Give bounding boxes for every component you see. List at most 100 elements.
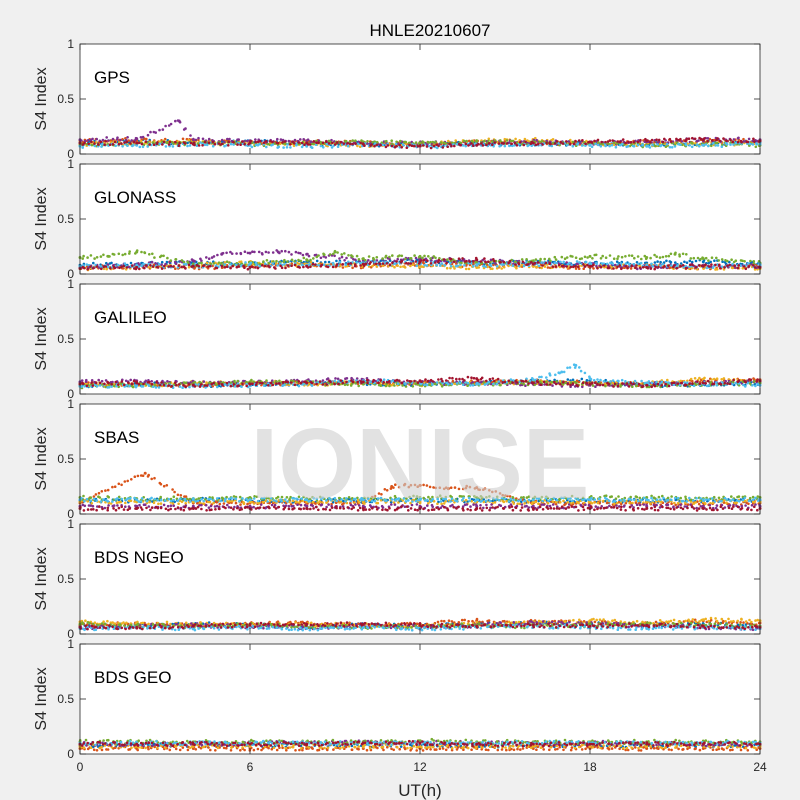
data-point <box>123 141 126 144</box>
data-point <box>493 259 496 263</box>
data-point <box>636 143 640 147</box>
data-point <box>286 381 290 384</box>
data-point <box>236 143 239 146</box>
data-point <box>621 382 624 385</box>
data-point <box>289 146 292 149</box>
data-point <box>267 384 270 387</box>
data-point <box>482 264 485 268</box>
data-point <box>695 143 699 146</box>
data-point <box>275 259 278 263</box>
data-point <box>597 141 600 144</box>
data-point <box>427 144 431 148</box>
data-point <box>359 264 362 267</box>
data-point <box>590 145 594 149</box>
data-point <box>480 142 483 145</box>
data-point <box>579 142 582 145</box>
data-point <box>174 140 177 144</box>
data-point <box>255 381 259 384</box>
data-point <box>463 379 466 382</box>
data-point <box>130 139 133 142</box>
data-point <box>265 379 268 382</box>
data-point <box>650 385 653 389</box>
data-point <box>404 257 407 261</box>
data-point <box>248 251 252 255</box>
data-point <box>427 254 430 258</box>
data-point <box>620 378 624 382</box>
data-point <box>187 265 191 269</box>
data-point <box>104 139 107 143</box>
data-point <box>220 264 224 268</box>
data-point <box>641 385 645 388</box>
data-point <box>607 266 611 269</box>
data-point <box>86 267 89 271</box>
data-point <box>293 142 296 145</box>
data-point <box>315 382 318 386</box>
data-point <box>555 261 558 265</box>
data-point <box>351 142 354 146</box>
data-point <box>491 267 494 271</box>
data-point <box>457 257 461 261</box>
data-point <box>467 267 471 271</box>
data-point <box>522 382 526 386</box>
data-point <box>123 252 127 256</box>
data-point <box>286 264 290 267</box>
data-point <box>135 141 139 145</box>
data-point <box>93 142 96 145</box>
data-point <box>437 258 441 262</box>
data-point <box>631 385 634 389</box>
data-point <box>379 143 383 147</box>
data-point <box>656 382 660 386</box>
data-point <box>162 383 166 387</box>
data-point <box>181 386 184 390</box>
data-point <box>132 379 136 383</box>
data-point <box>558 143 561 147</box>
data-point <box>369 261 372 264</box>
data-point <box>429 257 432 260</box>
data-point <box>455 377 458 381</box>
data-point <box>728 382 732 386</box>
data-point <box>691 136 694 140</box>
data-point <box>558 379 562 383</box>
data-point <box>737 379 741 382</box>
data-point <box>226 137 229 141</box>
data-point <box>716 137 719 140</box>
data-point <box>146 133 150 137</box>
data-point <box>382 381 386 384</box>
data-point <box>346 144 350 148</box>
data-point <box>704 382 707 385</box>
data-point <box>667 384 671 388</box>
data-point <box>619 143 622 147</box>
data-point <box>403 266 407 269</box>
data-point <box>254 143 258 147</box>
data-point <box>602 380 606 383</box>
data-point <box>717 259 720 262</box>
data-point <box>346 383 349 387</box>
data-point <box>149 264 152 267</box>
data-point <box>111 143 115 146</box>
data-point <box>665 259 668 263</box>
data-point <box>471 384 475 387</box>
data-point <box>424 378 427 381</box>
data-point <box>143 251 147 255</box>
data-point <box>283 263 286 266</box>
data-point <box>437 378 440 381</box>
data-point <box>144 379 148 383</box>
data-point <box>593 381 597 385</box>
data-point <box>753 266 757 269</box>
data-point <box>545 141 548 145</box>
data-point <box>710 144 713 148</box>
data-point <box>612 267 615 270</box>
data-point <box>491 140 494 143</box>
data-point <box>585 381 589 385</box>
data-point <box>526 263 530 266</box>
data-point <box>205 256 208 259</box>
data-point <box>608 144 611 148</box>
data-point <box>539 383 543 387</box>
data-point <box>578 261 581 264</box>
data-point <box>615 142 619 145</box>
data-point <box>522 380 525 383</box>
data-point <box>491 143 494 146</box>
data-point <box>418 254 422 258</box>
data-point <box>475 258 479 262</box>
data-point <box>207 141 211 145</box>
